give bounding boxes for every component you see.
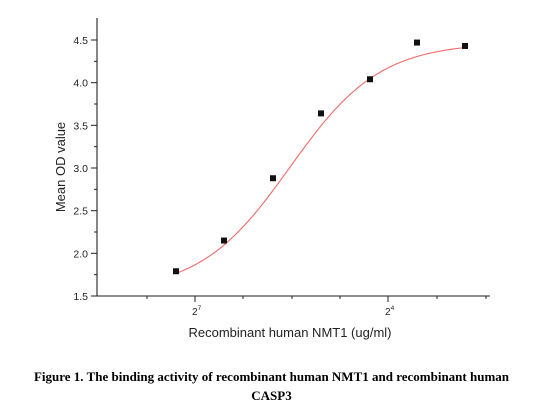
- x-axis-ticks: 27 24: [146, 296, 487, 318]
- x-axis-title: Recombinant human NMT1 (ug/ml): [188, 325, 391, 340]
- y-tick-label: 1.5: [73, 291, 88, 303]
- caption-line-1: Figure 1. The binding activity of recomb…: [33, 369, 510, 384]
- data-point: [318, 110, 324, 117]
- data-point: [462, 42, 468, 49]
- data-point: [173, 268, 179, 275]
- axes: [96, 18, 490, 297]
- y-tick-label: 4.0: [73, 78, 88, 90]
- x-tick-label: 24: [385, 305, 395, 318]
- y-tick-label: 2.5: [73, 206, 88, 218]
- y-tick-label: 4.5: [73, 35, 88, 47]
- x-tick-label: 27: [192, 305, 202, 318]
- data-points: [173, 39, 468, 275]
- data-point: [221, 237, 227, 244]
- y-tick-label: 2.0: [73, 248, 88, 260]
- y-tick-label: 3.5: [73, 120, 88, 132]
- data-point: [270, 175, 276, 182]
- caption-line-2: CASP3: [251, 388, 292, 403]
- figure-caption: Figure 1. The binding activity of recomb…: [0, 367, 543, 405]
- y-tick-label: 3.0: [73, 163, 88, 175]
- fit-curve: [175, 46, 467, 274]
- chart: 1.5 2.0 2.5 3.0 3.5 4.0 4.5 27 24 Mean OD value…: [53, 18, 490, 340]
- data-point: [367, 76, 373, 83]
- data-point: [414, 39, 420, 46]
- y-axis-ticks: 1.5 2.0 2.5 3.0 3.5 4.0 4.5: [73, 35, 97, 303]
- y-axis-title: Mean OD value: [53, 122, 68, 212]
